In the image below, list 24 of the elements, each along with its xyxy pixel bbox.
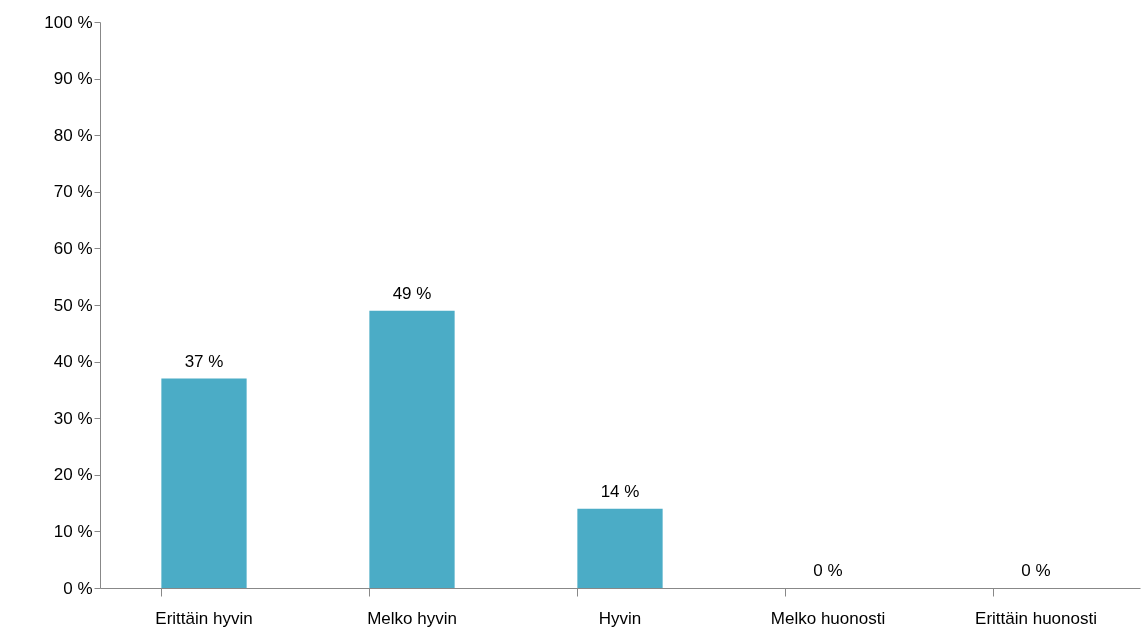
y-tick-label: 80 % bbox=[53, 125, 93, 145]
x-tick-label: Erittäin huonosti bbox=[975, 608, 1097, 628]
data-label: 0 % bbox=[813, 561, 843, 580]
y-tick-label: 100 % bbox=[44, 12, 93, 32]
x-tick-label: Erittäin hyvin bbox=[155, 608, 253, 628]
y-tick-label: 70 % bbox=[53, 182, 93, 202]
x-tick-label: Hyvin bbox=[598, 608, 642, 628]
y-tick-label: 50 % bbox=[53, 295, 93, 315]
y-tick-label: 30 % bbox=[53, 408, 93, 428]
x-tick-label: Melko hyvin bbox=[367, 608, 457, 628]
y-tick-label: 40 % bbox=[53, 352, 93, 372]
data-label: 49 % bbox=[392, 283, 432, 303]
data-label: 0 % bbox=[1021, 561, 1051, 580]
y-tick-label: 10 % bbox=[53, 521, 93, 541]
bar bbox=[577, 508, 663, 588]
y-tick-label: 20 % bbox=[53, 465, 93, 485]
x-tick-label: Melko huonosti bbox=[770, 608, 886, 628]
y-tick-label: 0 % bbox=[63, 578, 93, 598]
bar bbox=[369, 310, 455, 588]
data-label: 14 % bbox=[600, 481, 640, 501]
data-label: 37 % bbox=[184, 351, 224, 371]
y-tick-label: 60 % bbox=[53, 238, 93, 258]
bar bbox=[161, 378, 247, 588]
y-tick-label: 90 % bbox=[53, 69, 93, 89]
